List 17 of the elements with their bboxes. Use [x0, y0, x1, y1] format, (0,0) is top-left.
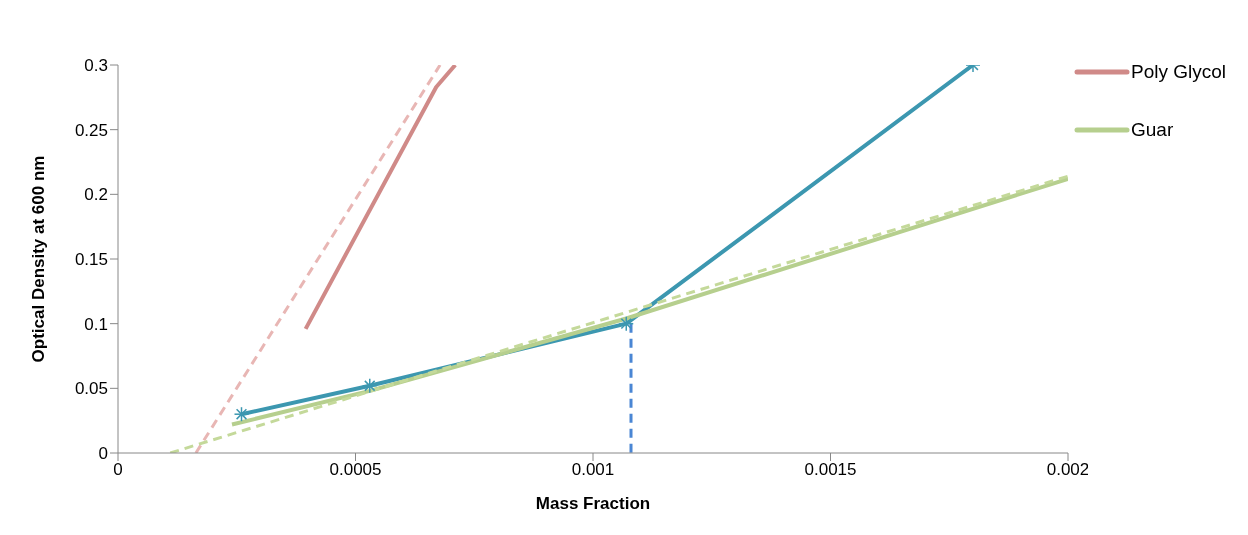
y-tick-label: 0.15	[74, 250, 108, 270]
x-tick-label: 0.001	[571, 460, 615, 480]
line-series	[230, 176, 1068, 427]
legend-label: Poly Glycol	[1131, 61, 1227, 83]
y-tick-label: 0	[98, 444, 108, 464]
legend-label: Guar	[1131, 119, 1174, 141]
y-axis-title: Optical Density at 600 nm	[29, 155, 49, 363]
x-tick-label: 0.0015	[804, 460, 857, 480]
y-tick-label: 0.1	[84, 314, 108, 334]
y-tick-label: 0.05	[74, 379, 108, 399]
x-tick-label: 0.002	[1046, 460, 1090, 480]
y-tick-label: 0.2	[84, 185, 108, 205]
y-tick-label: 0.3	[84, 56, 108, 76]
x-tick-label: 0.0005	[329, 460, 382, 480]
x-tick-label: 0	[113, 460, 123, 480]
x-axis-title: Mass Fraction	[535, 494, 651, 513]
y-tick-label: 0.25	[74, 120, 108, 140]
